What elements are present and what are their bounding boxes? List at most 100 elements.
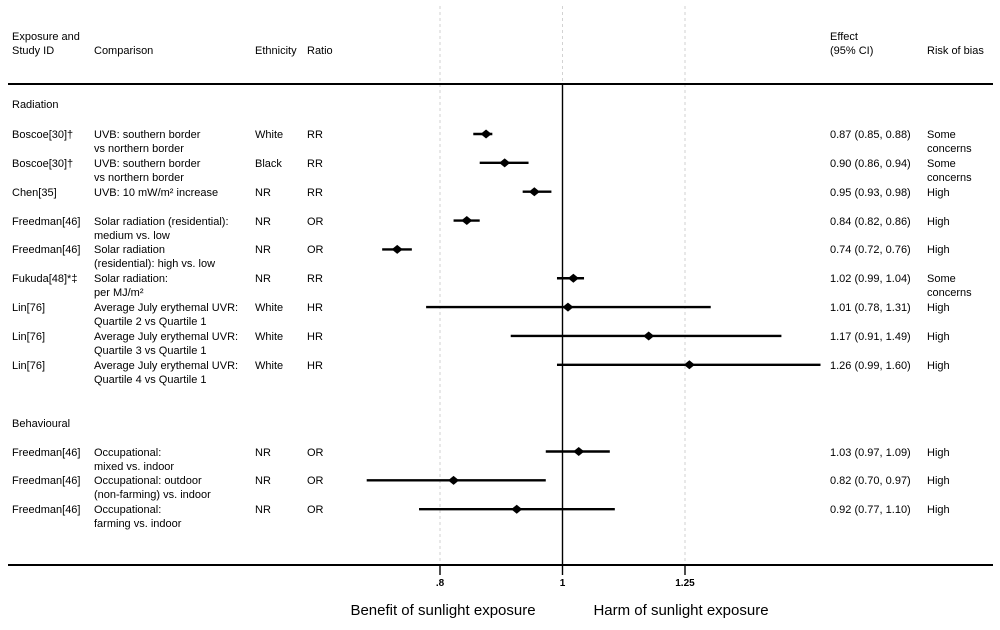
ethnicity-cell: White [255, 359, 284, 372]
comparison-cell: Average July erythemal UVR: Quartile 3 v… [94, 330, 239, 357]
axis-tick-label: 1 [559, 578, 566, 589]
table-row: Freedman[46] Solar radiation (residential… [0, 215, 1000, 242]
study-id-cell: Fukuda[48]*‡ [12, 273, 78, 286]
table-row: Lin[76] Average July erythemal UVR: Quart… [0, 301, 1000, 328]
table-row: Fukuda[48]*‡ Solar radiation: per MJ/m² NR… [0, 272, 1000, 299]
ratio-cell: OR [307, 244, 324, 257]
column-header-ethnicity: Ethnicity [255, 45, 297, 57]
effect-ci-cell: 1.26 (0.99, 1.60) [830, 359, 911, 372]
ethnicity-cell: NR [255, 186, 271, 199]
comparison-cell: UVB: 10 mW/m² increase [94, 186, 219, 199]
comparison-cell: Solar radiation (residential): medium vs… [94, 215, 229, 242]
effect-ci-cell: 1.03 (0.97, 1.09) [830, 446, 911, 459]
ethnicity-cell: NR [255, 446, 271, 459]
risk-of-bias-cell: High [927, 330, 950, 343]
table-row: Boscoe[30]† UVB: southern border vs north… [0, 128, 1000, 155]
study-id-cell: Freedman[46] [12, 475, 81, 488]
column-header-comparison: Comparison [94, 45, 154, 57]
effect-ci-cell: 1.17 (0.91, 1.49) [830, 330, 911, 343]
column-header-study: Exposure and Study ID [12, 31, 80, 57]
ethnicity-cell: NR [255, 244, 271, 257]
effect-diamond [683, 360, 695, 370]
column-header-ratio: Ratio [307, 45, 333, 57]
ratio-cell: HR [307, 302, 323, 315]
table-row: Freedman[46] Occupational: outdoor (non-f… [0, 474, 1000, 501]
effect-ci-cell: 0.90 (0.86, 0.94) [830, 157, 911, 170]
table-row: Freedman[46] Occupational: farming vs. in… [0, 503, 1000, 530]
ratio-cell: OR [307, 475, 324, 488]
risk-of-bias-cell: High [927, 446, 950, 459]
risk-of-bias-cell: High [927, 186, 950, 199]
effect-diamond [480, 129, 492, 139]
table-row: Freedman[46] Solar radiation (residential… [0, 243, 1000, 270]
comparison-cell: Solar radiation (residential): high vs. … [94, 244, 216, 271]
table-row: Lin[76] Average July erythemal UVR: Quart… [0, 359, 1000, 386]
comparison-cell: Occupational: mixed vs. indoor [94, 446, 175, 473]
effect-diamond [511, 504, 523, 514]
risk-of-bias-cell: High [927, 302, 950, 315]
ethnicity-cell: White [255, 129, 284, 141]
effect-ci-cell: 0.87 (0.85, 0.88) [830, 129, 911, 141]
ethnicity-cell: White [255, 302, 284, 315]
comparison-cell: Average July erythemal UVR: Quartile 2 v… [94, 302, 239, 329]
study-id-cell: Lin[76] [12, 359, 46, 372]
column-header-effect: Effect (95% CI) [830, 31, 874, 57]
comparison-cell: Occupational: farming vs. indoor [94, 504, 182, 531]
study-id-cell: Freedman[46] [12, 215, 81, 228]
ratio-cell: RR [307, 157, 323, 170]
column-header-risk-of-bias: Risk of bias [927, 45, 984, 57]
benefit-axis-caption: Benefit of sunlight exposure [350, 602, 536, 619]
axis-tick-label: .8 [435, 578, 445, 589]
ratio-cell: OR [307, 215, 324, 228]
effect-ci-cell: 0.82 (0.70, 0.97) [830, 475, 911, 488]
study-id-cell: Boscoe[30]† [12, 157, 74, 170]
effect-ci-cell: 1.02 (0.99, 1.04) [830, 273, 911, 286]
study-id-cell: Chen[35] [12, 186, 57, 199]
risk-of-bias-cell: High [927, 504, 950, 517]
risk-of-bias-cell: Some concerns [927, 273, 972, 300]
table-row: Chen[35] UVB: 10 mW/m² increase NR RR 0.95 (… [0, 186, 1000, 199]
ratio-cell: OR [307, 504, 324, 517]
effect-diamond [567, 273, 579, 283]
effect-ci-cell: 0.84 (0.82, 0.86) [830, 215, 911, 228]
section-label: Behavioural [12, 418, 71, 430]
ethnicity-cell: NR [255, 273, 271, 286]
study-id-cell: Freedman[46] [12, 504, 81, 517]
effect-diamond [448, 475, 460, 485]
risk-of-bias-cell: High [927, 244, 950, 257]
study-id-cell: Lin[76] [12, 330, 46, 343]
study-id-cell: Freedman[46] [12, 446, 81, 459]
risk-of-bias-cell: Some concerns [927, 129, 972, 155]
study-id-cell: Lin[76] [12, 302, 46, 315]
study-id-cell: Freedman[46] [12, 244, 81, 257]
ethnicity-cell: Black [255, 157, 282, 170]
comparison-cell: Solar radiation: per MJ/m² [94, 273, 168, 300]
ratio-cell: OR [307, 446, 324, 459]
effect-diamond [461, 216, 473, 226]
effect-ci-cell: 0.95 (0.93, 0.98) [830, 186, 911, 199]
comparison-cell: Average July erythemal UVR: Quartile 4 v… [94, 359, 239, 386]
axis-tick-label: 1.25 [675, 578, 695, 589]
effect-diamond [562, 302, 574, 312]
table-row: Boscoe[30]† UVB: southern border vs north… [0, 157, 1000, 184]
table-row: Freedman[46] Occupational: mixed vs. indo… [0, 446, 1000, 473]
comparison-cell: UVB: southern border vs northern border [94, 129, 201, 155]
risk-of-bias-cell: High [927, 359, 950, 372]
effect-ci-cell: 0.92 (0.77, 1.10) [830, 504, 911, 517]
effect-ci-cell: 1.01 (0.78, 1.31) [830, 302, 911, 315]
risk-of-bias-cell: High [927, 475, 950, 488]
ratio-cell: RR [307, 129, 323, 141]
ratio-cell: RR [307, 273, 323, 286]
ethnicity-cell: NR [255, 215, 271, 228]
ethnicity-cell: NR [255, 475, 271, 488]
section-label: Radiation [12, 99, 59, 111]
effect-diamond [391, 244, 403, 254]
study-id-cell: Boscoe[30]† [12, 129, 74, 141]
comparison-cell: UVB: southern border vs northern border [94, 157, 201, 184]
risk-of-bias-cell: High [927, 215, 950, 228]
table-row: Lin[76] Average July erythemal UVR: Quart… [0, 330, 1000, 357]
comparison-cell: Occupational: outdoor (non-farming) vs. … [94, 475, 211, 502]
ethnicity-cell: NR [255, 504, 271, 517]
effect-diamond [573, 447, 585, 456]
